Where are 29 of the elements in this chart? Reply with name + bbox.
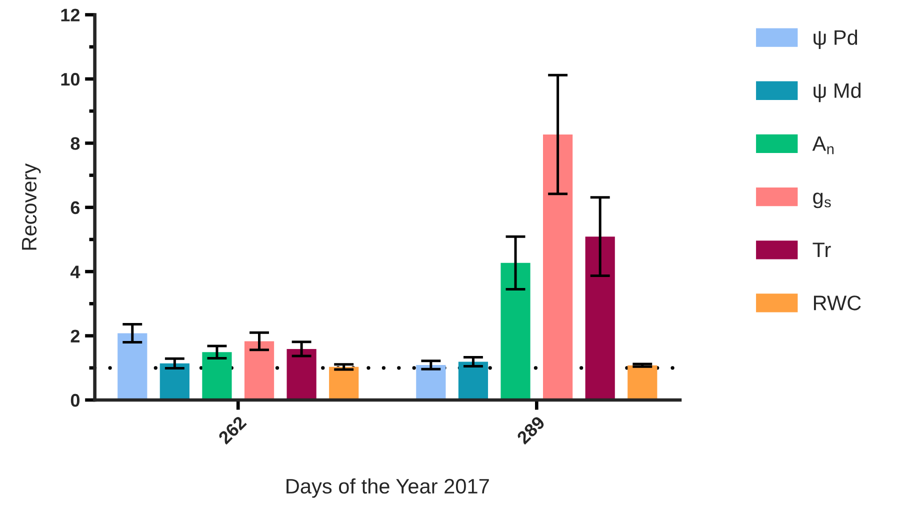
- legend-label: A$_{n}$: [812, 136, 834, 154]
- y-tick-label: 8: [70, 137, 80, 150]
- x-tick-label: 289: [516, 415, 546, 445]
- bar: [416, 365, 446, 400]
- y-tick-label: 2: [70, 330, 80, 342]
- legend-label: Tr: [812, 242, 831, 258]
- y-tick-label: 10: [61, 72, 80, 86]
- y-tick-label: 6: [70, 201, 80, 214]
- legend-label: g$_{s}$: [813, 192, 831, 208]
- bar: [585, 236, 615, 400]
- y-axis-title: Recovery: [22, 163, 41, 250]
- bar: [543, 134, 573, 400]
- legend-label: ψ Pd: [814, 30, 858, 50]
- bar: [458, 362, 488, 400]
- y-tick-label: 12: [61, 8, 80, 22]
- y-tick-label: 4: [70, 266, 80, 278]
- legend-label: ψ Md: [814, 82, 861, 102]
- bar: [160, 363, 190, 400]
- legend-label: RWC: [814, 296, 861, 310]
- bar: [329, 366, 359, 400]
- bar: [500, 262, 530, 400]
- x-tick-label: 262: [218, 415, 247, 445]
- bar: [628, 365, 658, 400]
- x-axis-title: Days of the Year 2017: [286, 478, 489, 498]
- bar: [118, 333, 148, 400]
- bar: [202, 352, 232, 400]
- bar: [286, 348, 316, 400]
- bar: [244, 341, 274, 400]
- y-tick-label: 0: [70, 394, 80, 407]
